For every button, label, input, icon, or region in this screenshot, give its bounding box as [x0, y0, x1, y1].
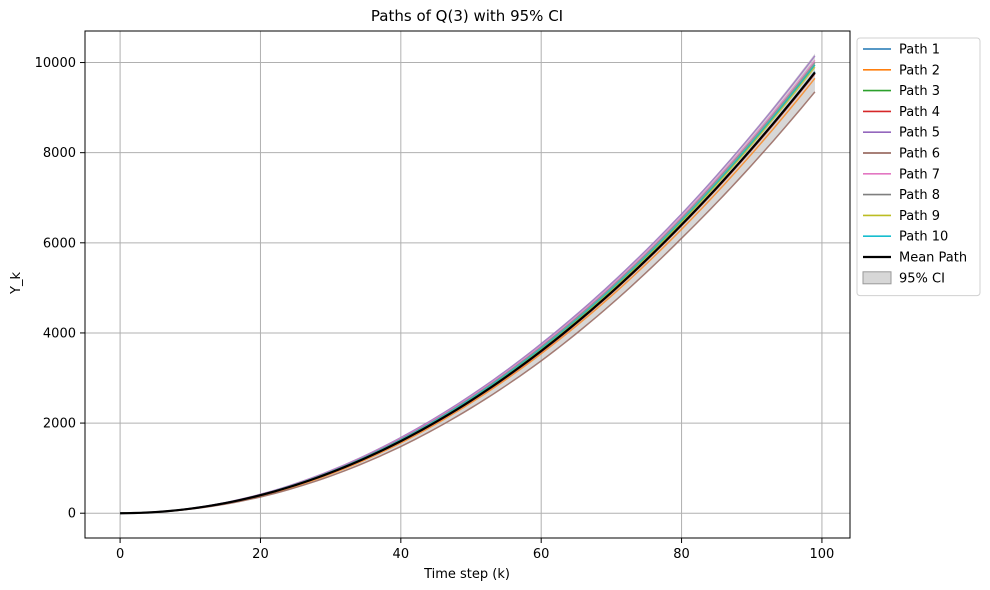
- legend-label: Path 1: [899, 43, 940, 58]
- series-line: [120, 66, 816, 514]
- x-tick-label: 60: [533, 547, 550, 562]
- x-tick-label: 20: [252, 547, 269, 562]
- x-tick-label: 0: [116, 547, 124, 562]
- legend-label: Path 2: [899, 63, 940, 78]
- y-axis-ticks: 0 2000 4000 6000 8000 10000: [35, 56, 85, 522]
- y-axis-label: Y_k: [9, 272, 24, 295]
- legend-label: Path 5: [899, 126, 940, 141]
- series-line: [120, 64, 816, 514]
- legend-label: Path 7: [899, 167, 940, 182]
- y-tick-label: 4000: [43, 326, 76, 341]
- legend-label: Path 8: [899, 188, 940, 203]
- legend-label: Path 6: [899, 147, 940, 162]
- series-lines: [120, 55, 816, 515]
- series-line: [120, 71, 816, 514]
- legend-label: Mean Path: [899, 251, 967, 266]
- x-axis-label: Time step (k): [423, 567, 510, 582]
- legend: Path 1 Path 2 Path 3 Path 4 Path 5 Path 6 Path…: [856, 37, 981, 297]
- grid-lines: [85, 31, 850, 538]
- x-tick-label: 100: [810, 547, 835, 562]
- x-tick-label: 40: [393, 547, 410, 562]
- legend-label: Path 3: [899, 84, 940, 99]
- plot-frame: [84, 30, 851, 539]
- series-line: [120, 55, 816, 514]
- x-axis-ticks: 0 20 40 60 80 100: [116, 538, 834, 562]
- legend-label: Path 10: [899, 230, 948, 245]
- series-line: [120, 77, 816, 514]
- legend-box: [856, 37, 981, 297]
- mean-path-line: [120, 71, 816, 515]
- y-tick-label: 2000: [43, 417, 76, 432]
- series-line: [120, 64, 816, 514]
- ci-band-layer: [120, 53, 815, 514]
- legend-label: Path 4: [899, 105, 940, 120]
- series-line: [120, 59, 816, 514]
- chart-title: Paths of Q(3) with 95% CI: [371, 7, 563, 25]
- legend-label: 95% CI: [899, 271, 945, 286]
- legend-swatch: [862, 271, 892, 285]
- ci-band: [120, 53, 815, 514]
- y-tick-label: 6000: [43, 236, 76, 251]
- series-line: [120, 91, 816, 514]
- series-line: [120, 73, 816, 514]
- legend-label: Path 9: [899, 209, 940, 224]
- y-tick-label: 0: [68, 507, 76, 522]
- x-tick-label: 80: [673, 547, 690, 562]
- series-line: [120, 62, 816, 514]
- y-tick-label: 8000: [43, 146, 76, 161]
- y-tick-label: 10000: [35, 56, 76, 71]
